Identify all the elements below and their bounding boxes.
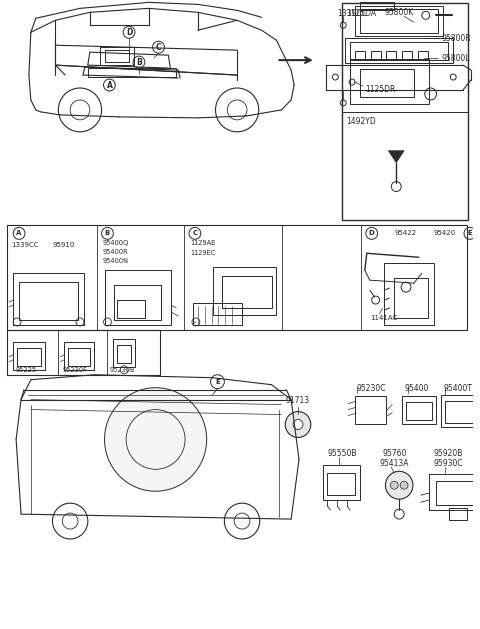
Text: A: A (107, 81, 112, 89)
Text: 1339CC: 1339CC (11, 242, 39, 248)
Text: 95420: 95420 (433, 230, 456, 237)
Text: 95800R: 95800R (442, 34, 471, 43)
Text: 95800K: 95800K (384, 8, 414, 17)
Text: D: D (126, 28, 132, 36)
Bar (406, 401, 432, 420)
Circle shape (390, 481, 398, 489)
Bar (88, 68, 176, 77)
Bar (7, 330, 159, 375)
Bar (17, 348, 41, 366)
Text: 95230B: 95230B (109, 367, 135, 373)
Bar (429, 474, 480, 510)
Bar (418, 51, 428, 59)
Bar (386, 51, 396, 59)
Text: 95550B: 95550B (327, 449, 357, 458)
Text: C: C (156, 43, 161, 52)
Text: 95400: 95400 (404, 384, 429, 393)
Text: B: B (136, 58, 142, 67)
Bar (435, 481, 477, 505)
Bar (355, 396, 386, 423)
Text: 95800L: 95800L (442, 53, 470, 63)
Bar (360, 69, 414, 97)
Bar (68, 348, 90, 366)
Bar (105, 270, 171, 325)
Text: 95910: 95910 (52, 242, 75, 248)
Bar (360, 9, 439, 33)
Bar (64, 342, 94, 370)
Bar (355, 51, 365, 59)
Bar (345, 38, 453, 63)
Bar (113, 339, 135, 367)
Text: 1492YD: 1492YD (346, 118, 376, 126)
Text: 1141AC: 1141AC (370, 315, 397, 321)
Text: 1129EC: 1129EC (190, 250, 216, 256)
Text: D: D (369, 230, 374, 237)
Bar (342, 3, 468, 220)
Text: 95230C: 95230C (357, 384, 386, 393)
Bar (394, 278, 428, 318)
Text: 95422: 95422 (394, 230, 416, 237)
Text: E: E (468, 230, 472, 237)
Bar (105, 50, 129, 62)
Text: 95400R: 95400R (103, 249, 128, 255)
Bar (117, 300, 145, 318)
Text: 95760: 95760 (383, 449, 407, 458)
Text: C: C (192, 230, 197, 237)
Text: 95930C: 95930C (433, 459, 463, 468)
Bar (402, 396, 435, 423)
Bar (360, 3, 394, 10)
Bar (350, 59, 429, 104)
Bar (445, 401, 473, 423)
Text: 95230F: 95230F (62, 367, 87, 373)
Bar (371, 51, 381, 59)
Circle shape (385, 471, 413, 499)
Bar (384, 263, 433, 325)
Bar (7, 225, 467, 330)
Text: 95225: 95225 (15, 367, 36, 373)
Bar (193, 303, 242, 325)
Circle shape (285, 411, 311, 437)
Circle shape (216, 88, 259, 132)
Circle shape (52, 503, 88, 539)
Text: 1125DR: 1125DR (365, 86, 395, 94)
Bar (13, 342, 45, 370)
Text: 91713: 91713 (286, 396, 310, 405)
Bar (442, 394, 477, 426)
Text: 95400Q: 95400Q (103, 240, 129, 247)
Circle shape (293, 420, 303, 430)
Text: A: A (16, 230, 22, 237)
Bar (449, 508, 467, 520)
Text: 95413A: 95413A (380, 459, 409, 468)
Bar (350, 42, 448, 60)
Bar (117, 345, 131, 363)
Circle shape (400, 481, 408, 489)
Circle shape (59, 88, 102, 132)
Bar (222, 276, 272, 308)
Bar (213, 267, 276, 315)
Text: 1129AE: 1129AE (190, 240, 215, 247)
Bar (13, 273, 84, 325)
Circle shape (224, 503, 260, 539)
Bar (327, 473, 355, 495)
Circle shape (105, 387, 207, 491)
Bar (100, 47, 134, 65)
Text: 95400T: 95400T (444, 384, 472, 393)
Text: 1339CC: 1339CC (337, 9, 367, 18)
Bar (323, 465, 360, 500)
Text: B: B (105, 230, 110, 237)
Bar (19, 282, 78, 320)
Polygon shape (388, 151, 404, 163)
Bar (114, 285, 161, 320)
Bar (355, 6, 444, 36)
Text: E: E (215, 379, 220, 385)
Text: 95920B: 95920B (433, 449, 463, 458)
Text: 1125DA: 1125DA (346, 9, 376, 18)
Text: 95400N: 95400N (103, 259, 129, 264)
Bar (402, 51, 412, 59)
